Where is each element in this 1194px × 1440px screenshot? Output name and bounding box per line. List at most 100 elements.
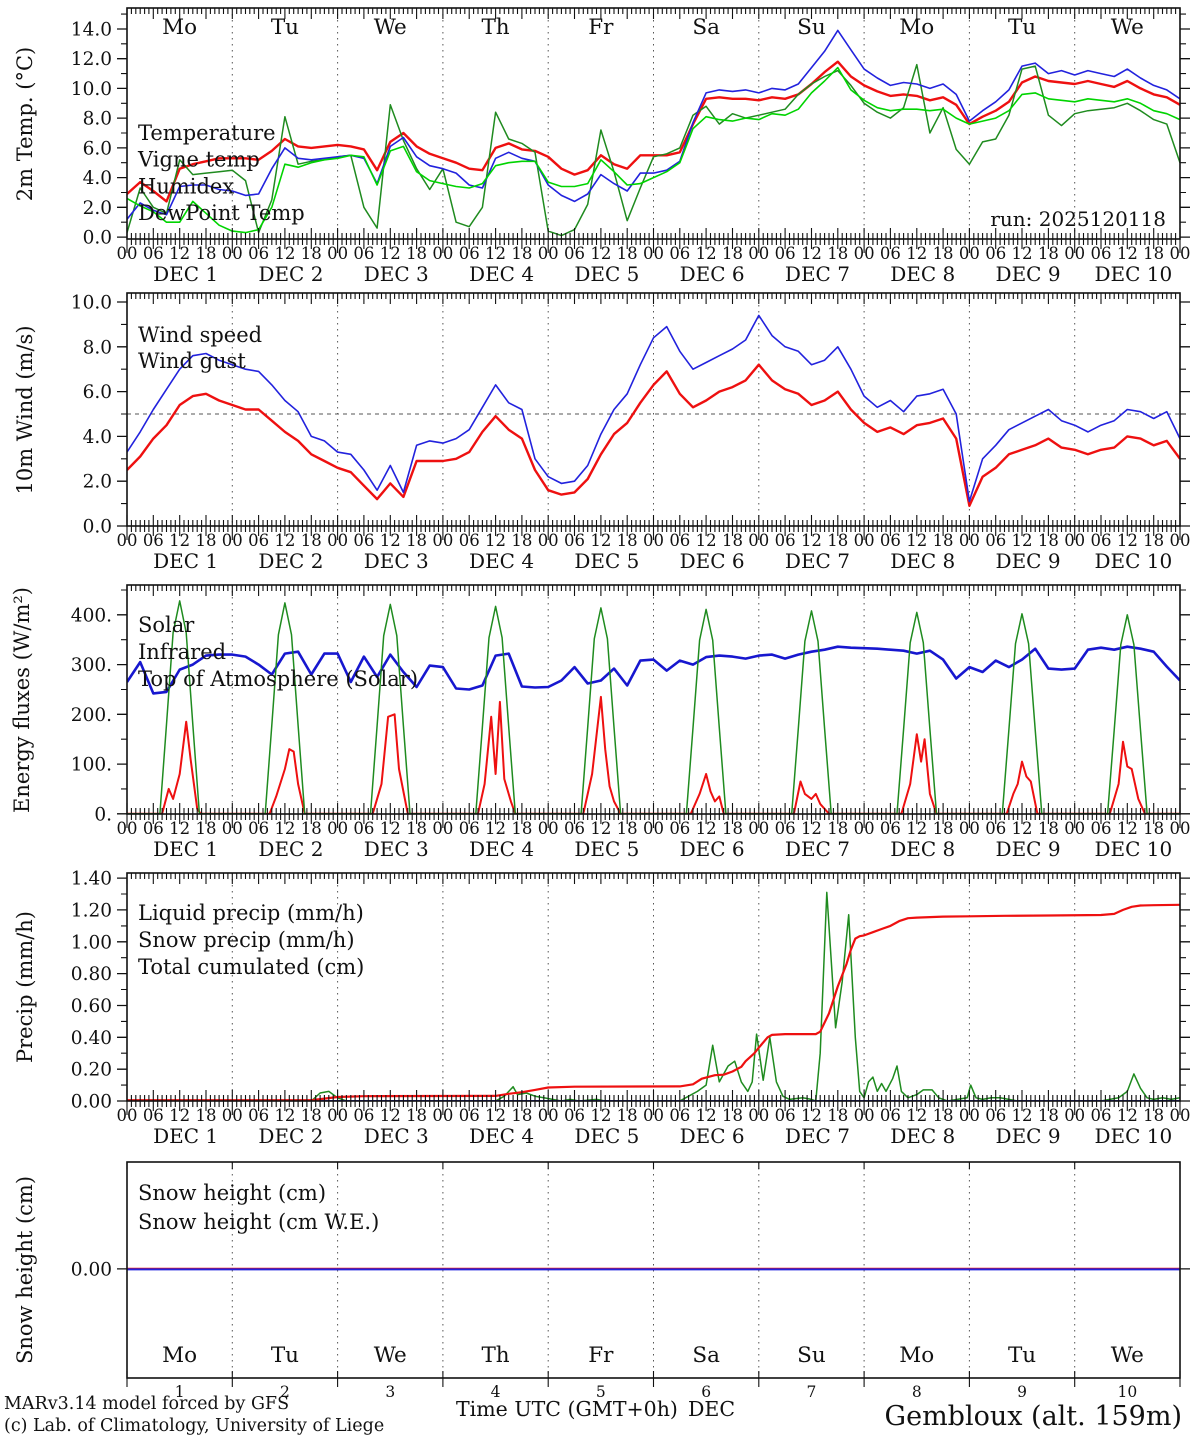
hour-tick-label: 18 bbox=[1143, 1106, 1164, 1125]
panel-frame bbox=[126, 7, 1181, 240]
hour-tick-label: 12 bbox=[906, 819, 927, 838]
hour-tick-label: 12 bbox=[590, 244, 611, 263]
date-label: DEC 5 bbox=[574, 1124, 639, 1148]
hour-tick-label: 06 bbox=[985, 244, 1006, 263]
series-dewpoint-temp-line bbox=[127, 66, 1180, 234]
series-temperature-line bbox=[127, 60, 1180, 203]
station-label: Gembloux (alt. 159m) bbox=[885, 1401, 1182, 1432]
hour-tick-label: 00 bbox=[854, 531, 875, 550]
hour-tick-label: 06 bbox=[143, 244, 164, 263]
hour-tick-label: 12 bbox=[801, 531, 822, 550]
hour-tick-label: 12 bbox=[696, 819, 717, 838]
hour-tick-label: 18 bbox=[406, 531, 427, 550]
hour-tick-label: 18 bbox=[827, 1106, 848, 1125]
date-label: DEC 7 bbox=[785, 1124, 850, 1148]
y-tick-label: 14.0 bbox=[71, 19, 112, 40]
hour-tick-label: 06 bbox=[143, 819, 164, 838]
panel-snow-height: 0.00 Mo Tu We Th Fr Sa Su Mo Tu We 1 2 3 4 5 6 7 8 9 10 Snow … bbox=[71, 1161, 1190, 1401]
hour-tick-label: 06 bbox=[669, 1106, 690, 1125]
y-tick-label: 0.20 bbox=[71, 1060, 112, 1081]
day-name-label: Sa bbox=[692, 1343, 720, 1368]
day-name-label: Tu bbox=[1008, 15, 1036, 40]
y-tick-label: 0.80 bbox=[71, 964, 112, 985]
y-tick-label: 1.20 bbox=[71, 900, 112, 921]
y-tick-label: 0.00 bbox=[71, 1259, 112, 1280]
y-tick-label: 300. bbox=[71, 655, 112, 676]
y-tick-label: 2.0 bbox=[83, 472, 112, 493]
y-tick-label: 0.40 bbox=[71, 1028, 112, 1049]
hour-tick-label: 06 bbox=[353, 244, 374, 263]
hour-tick-label: 00 bbox=[748, 244, 769, 263]
hour-ticks-outer bbox=[126, 1101, 1181, 1115]
date-label: DEC 6 bbox=[680, 1124, 745, 1148]
date-label: DEC 7 bbox=[785, 262, 850, 286]
series-top-of-atmosphere-solar-line bbox=[127, 600, 1180, 814]
hour-tick-label: 06 bbox=[459, 244, 480, 263]
y-tick-label: 0.00 bbox=[71, 1092, 112, 1113]
legend-temperature: Temperature bbox=[138, 121, 276, 145]
date-label: DEC 2 bbox=[258, 549, 323, 573]
hour-tick-label: 12 bbox=[696, 531, 717, 550]
hour-tick-label: 12 bbox=[696, 1106, 717, 1125]
run-label: run: 2025120118 bbox=[990, 207, 1166, 231]
hour-tick-label: 12 bbox=[485, 244, 506, 263]
hour-tick-label: 12 bbox=[380, 531, 401, 550]
hour-tick-label: 12 bbox=[1012, 244, 1033, 263]
hour-tick-label: 18 bbox=[617, 531, 638, 550]
y-tick-label: 12.0 bbox=[71, 49, 112, 70]
hour-tick-label: 06 bbox=[985, 819, 1006, 838]
legend-total-cumulated-cm: Total cumulated (cm) bbox=[138, 955, 364, 979]
y-ticks-major bbox=[117, 614, 1190, 815]
hour-tick-label: 06 bbox=[775, 531, 796, 550]
hour-tick-label: 18 bbox=[933, 819, 954, 838]
hour-tick-label: 06 bbox=[248, 1106, 269, 1125]
hour-tick-label: 00 bbox=[748, 819, 769, 838]
hour-tick-label: 12 bbox=[1012, 1106, 1033, 1125]
hour-tick-label: 06 bbox=[880, 531, 901, 550]
y-tick-label: 0.60 bbox=[71, 996, 112, 1017]
date-label: DEC 9 bbox=[996, 837, 1061, 861]
day-name-label: Mo bbox=[899, 1343, 934, 1368]
hour-ticks-outer bbox=[126, 526, 1181, 540]
hour-tick-label: 06 bbox=[1091, 531, 1112, 550]
hour-tick-label: 00 bbox=[538, 244, 559, 263]
y-tick-label: 10.0 bbox=[71, 79, 112, 100]
hour-tick-label: 00 bbox=[222, 819, 243, 838]
date-label: DEC 7 bbox=[785, 549, 850, 573]
y-axis-title-energy-fluxes: Energy fluxes (W/m²) bbox=[10, 587, 34, 813]
hour-tick-label: 12 bbox=[169, 531, 190, 550]
date-label: DEC 6 bbox=[680, 549, 745, 573]
hour-tick-label: 12 bbox=[380, 244, 401, 263]
series-vigne-temp-line bbox=[127, 63, 1180, 237]
hour-tick-label: 00 bbox=[1170, 819, 1191, 838]
series-total-cumulated-cm-line bbox=[127, 903, 1180, 1101]
hour-tick-label: 00 bbox=[959, 819, 980, 838]
hour-tick-label: 00 bbox=[1170, 244, 1191, 263]
y-tick-label: 8.0 bbox=[83, 109, 112, 130]
hour-tick-label: 00 bbox=[748, 1106, 769, 1125]
hour-tick-label: 18 bbox=[1038, 531, 1059, 550]
date-label: DEC 10 bbox=[1094, 549, 1172, 573]
y-axis-title-temperature: 2m Temp. (°C) bbox=[13, 47, 37, 201]
day-name-label: Tu bbox=[271, 15, 299, 40]
date-label: DEC 8 bbox=[890, 549, 955, 573]
date-label: DEC 5 bbox=[574, 262, 639, 286]
y-tick-label: 6.0 bbox=[83, 382, 112, 403]
hour-tick-label: 12 bbox=[1117, 819, 1138, 838]
hour-tick-label: 18 bbox=[617, 819, 638, 838]
day-name-label: Sa bbox=[692, 15, 720, 40]
hour-tick-label: 06 bbox=[775, 244, 796, 263]
hour-tick-label: 12 bbox=[801, 244, 822, 263]
hour-tick-label: 06 bbox=[143, 531, 164, 550]
y-tick-label: 8.0 bbox=[83, 337, 112, 358]
day-name-label: We bbox=[374, 1343, 407, 1368]
hour-tick-label: 12 bbox=[696, 244, 717, 263]
hour-tick-label: 18 bbox=[933, 531, 954, 550]
day-name-label: We bbox=[374, 15, 407, 40]
x-axis-month-label: DEC bbox=[688, 1397, 735, 1421]
hour-tick-label: 00 bbox=[117, 819, 138, 838]
date-label: DEC 4 bbox=[469, 262, 534, 286]
hour-tick-label: 00 bbox=[222, 1106, 243, 1125]
day-number-label: 5 bbox=[596, 1383, 606, 1401]
hour-tick-label: 06 bbox=[459, 819, 480, 838]
